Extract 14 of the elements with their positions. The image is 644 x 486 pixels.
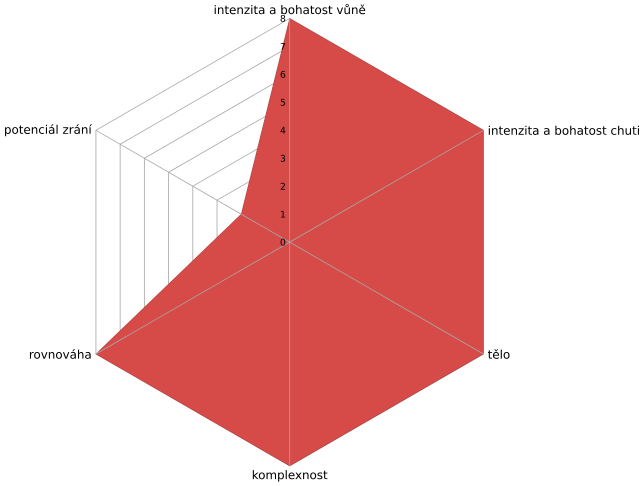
y-tick-label: 4 [280, 127, 286, 134]
y-tick-label: 8 [280, 15, 286, 22]
y-tick-label: 5 [280, 99, 286, 106]
y-tick-label: 2 [280, 183, 285, 190]
spoke-label: tělo [488, 349, 510, 360]
y-tick-label: 3 [280, 154, 286, 162]
spoke-label: intenzita a bohatost vůně [214, 4, 366, 14]
y-tick-label: 6 [280, 71, 286, 78]
spoke-label: komplexnost [252, 470, 328, 482]
y-tick-label: 0 [280, 238, 286, 246]
spoke-label: rovnováha [30, 349, 91, 360]
spoke-label: potenciál zrání [5, 124, 92, 136]
spoke-label: intenzita a bohatost chuti [488, 126, 639, 136]
y-tick-label: 1 [281, 211, 286, 218]
